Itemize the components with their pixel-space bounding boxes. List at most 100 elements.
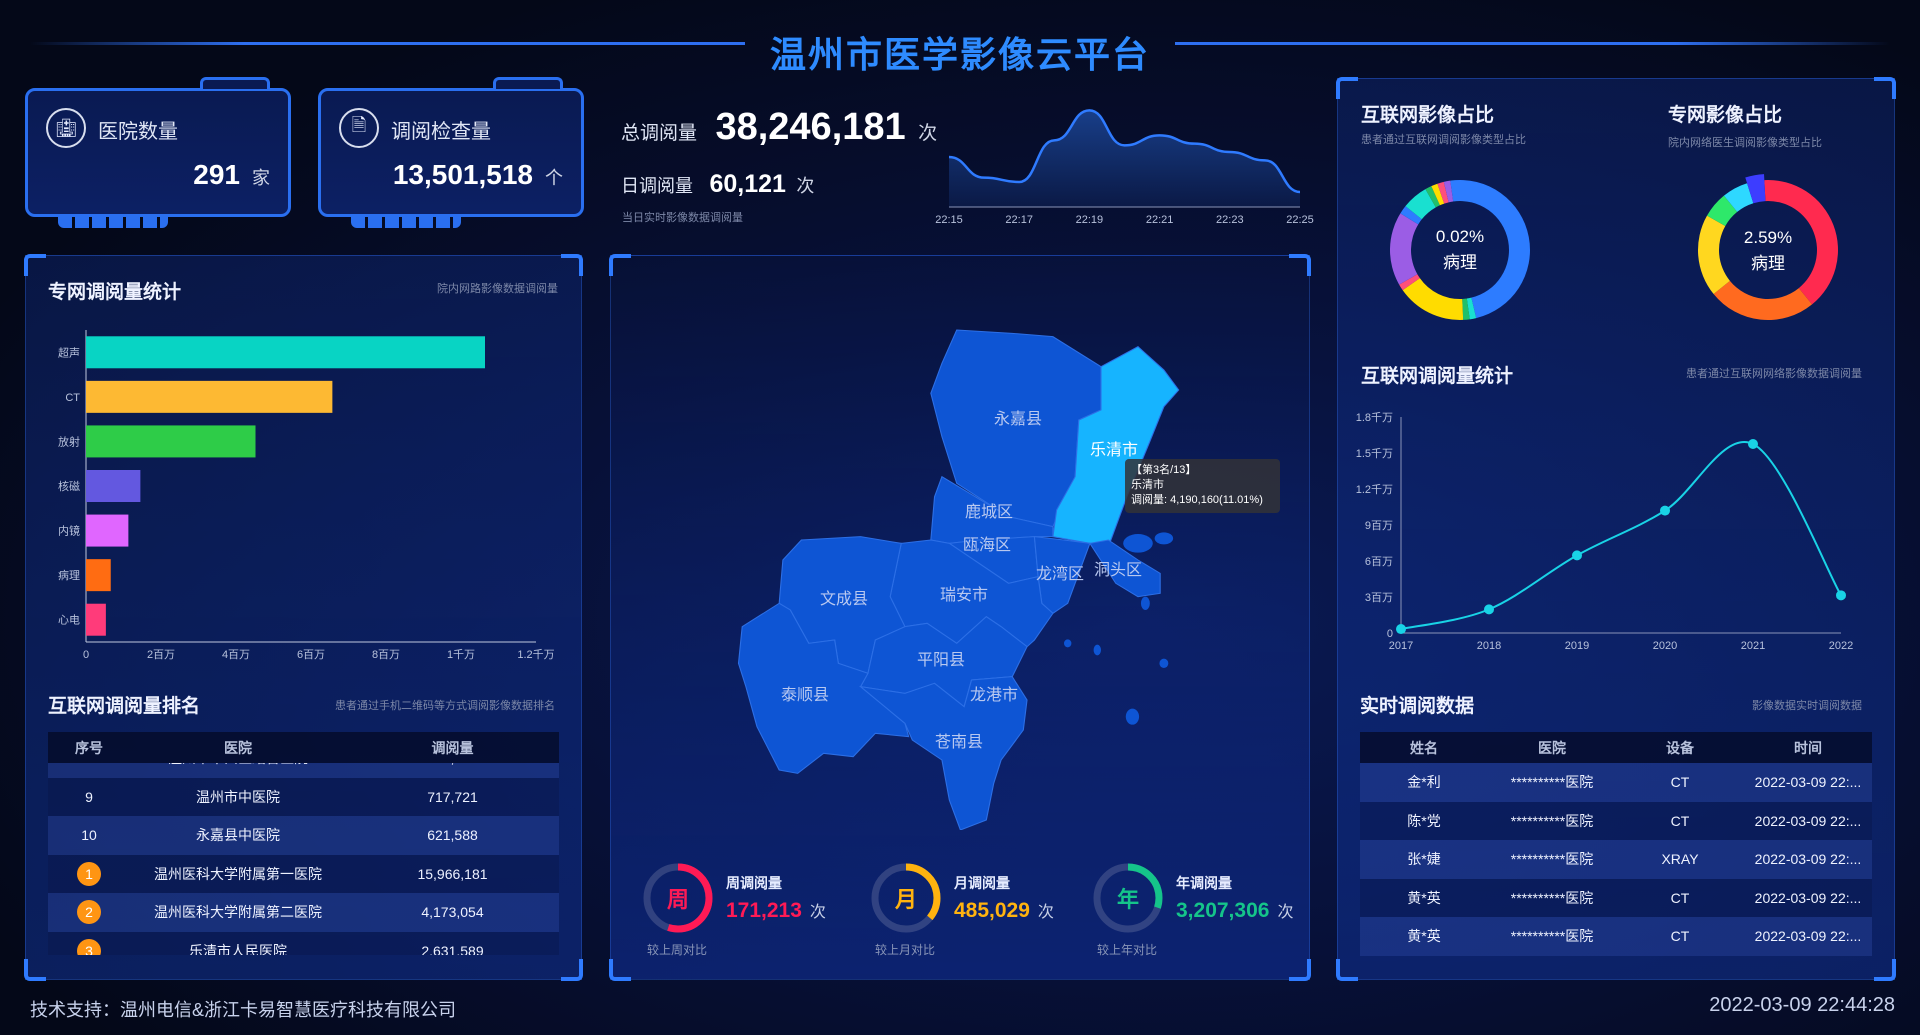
data-point[interactable] [1836, 590, 1846, 601]
period-progress-ring [1093, 863, 1163, 933]
donut-slice[interactable] [1400, 206, 1422, 225]
map-region[interactable] [1052, 346, 1180, 548]
wenzhou-map[interactable] [720, 310, 1300, 830]
bar [86, 559, 111, 592]
hospital-cell: 乐清市人民医院 [189, 942, 287, 955]
table-row[interactable]: 陈*党 **********医院 CT 2022-03-09 22:... [1360, 801, 1872, 840]
hospital-cell: **********医院 [1510, 812, 1594, 829]
donut-slice[interactable] [1405, 189, 1436, 220]
realtime-subtitle: 影像数据实时调阅数据 [1752, 700, 1862, 712]
rank-badge: 2 [77, 900, 101, 925]
column-header: 医院 [224, 739, 252, 756]
period-char: 月 [894, 887, 917, 912]
table-row[interactable]: 1 温州医科大学附属第一医院 15,966,181 [48, 854, 559, 893]
period-progress-ring [871, 863, 941, 933]
y-tick-label: 1.2千万 [1356, 483, 1393, 496]
realtime-list[interactable]: 金*利 **********医院 CT 2022-03-09 22:... 陈*党 ***… [1360, 763, 1872, 956]
map-region[interactable] [858, 676, 1028, 830]
map-region[interactable] [737, 602, 910, 774]
donut-slice[interactable] [1698, 215, 1730, 295]
value-cell: 15,966,181 [417, 865, 488, 882]
map-region[interactable] [1089, 539, 1161, 598]
page-title: 温州市医学影像云平台 [769, 34, 1150, 75]
period-title: 年调阅量 [1176, 875, 1232, 891]
x-tick-label: 22:21 [1146, 214, 1174, 226]
data-point[interactable] [1572, 550, 1582, 561]
sparkline-line [948, 109, 1301, 194]
card-label: 调阅检查量 [391, 121, 491, 143]
bar [86, 514, 129, 547]
donut-slice[interactable] [1390, 213, 1419, 285]
y-tick-label: 心电 [58, 614, 80, 627]
table-row[interactable]: 黄*英 **********医院 CT 2022-03-09 22:... [1360, 917, 1872, 956]
bar [86, 603, 106, 636]
value-cell: 2,631,589 [421, 942, 484, 955]
donut-slice[interactable] [1462, 298, 1470, 320]
donut-slice[interactable] [1425, 186, 1440, 208]
ranking-list[interactable]: 8 温州市中西医结合医院719,283 9 温州市中医院 717,721 10 永嘉县中医院… [48, 763, 559, 955]
internet-stats-title: 互联网调阅量统计 [1361, 366, 1514, 387]
donut-slice[interactable] [1764, 180, 1838, 305]
table-row[interactable]: 黄*英 **********医院 CT 2022-03-09 22:... [1360, 878, 1872, 917]
period-value: 485,029 次 [954, 899, 1054, 922]
value-cell: 717,721 [427, 788, 478, 805]
x-tick-label: 1千万 [447, 648, 475, 660]
rank-badge: 3 [77, 938, 101, 955]
data-point[interactable] [1396, 624, 1406, 635]
realtime-title: 实时调阅数据 [1360, 696, 1475, 717]
internet-share-subtitle: 患者通过互联网调阅影像类型占比 [1361, 134, 1526, 146]
device-cell: CT [1670, 889, 1690, 906]
data-point[interactable] [1748, 439, 1758, 449]
donut-slice[interactable] [1443, 180, 1454, 203]
donut-slice[interactable] [1450, 180, 1530, 319]
hospital-cell: 温州医科大学附属第二医院 [154, 904, 322, 921]
footer-datetime: 2022-03-09 22:44:28 [1709, 994, 1895, 1016]
table-row[interactable]: 张*婕 **********医院 XRAY 2022-03-09 22:... [1360, 840, 1872, 879]
card-label: 医院数量 [98, 121, 178, 143]
rank-cell: 3 [48, 938, 130, 955]
donut-slice[interactable] [1437, 181, 1449, 204]
y-tick-label: 9百万 [1365, 520, 1393, 532]
period-title: 月调阅量 [954, 875, 1010, 891]
hospital-cell: 温州市中医院 [196, 788, 280, 805]
donut-slice[interactable] [1431, 183, 1445, 206]
y-tick-label: 超声 [58, 345, 80, 359]
table-row[interactable]: 10 永嘉县中医院 621,588 [48, 816, 559, 855]
time-cell: 2022-03-09 22:... [1754, 812, 1862, 829]
realtime-table: 姓名 医院 设备 时间 金*利 **********医院 CT 2022-03-09 … [1360, 732, 1872, 956]
x-tick-label: 2百万 [147, 649, 175, 660]
period-compare: 较上年对比 [1097, 943, 1158, 957]
y-tick-label: 放射 [58, 434, 80, 448]
y-tick-label: CT [65, 392, 80, 404]
x-tick-label: 8百万 [372, 649, 400, 660]
table-row[interactable]: 3 乐清市人民医院 2,631,589 [48, 931, 559, 955]
period-title: 周调阅量 [726, 875, 782, 891]
x-tick-label: 6百万 [297, 649, 325, 660]
table-row[interactable]: 8 温州市中西医结合医院719,283 [48, 763, 559, 778]
table-row[interactable]: 2 温州医科大学附属第二医院 4,173,054 [48, 893, 559, 932]
column-header: 姓名 [1410, 739, 1438, 756]
data-point[interactable] [1484, 604, 1494, 615]
donut-center-text: 0.02% 病理 [1435, 227, 1485, 272]
hospital-cell: 温州医科大学附属第一医院 [154, 865, 322, 882]
data-point[interactable] [1660, 505, 1670, 516]
hospital-cell: **********医院 [1510, 774, 1594, 791]
donut-slice[interactable] [1466, 297, 1477, 320]
table-row[interactable]: 9 温州市中医院 717,721 [48, 777, 559, 816]
donut-slice[interactable] [1402, 278, 1464, 320]
donut-slice[interactable] [1713, 280, 1813, 320]
realtime-sparkline: 22:15 22:17 22:19 22:21 22:23 22:25 [935, 109, 1314, 226]
x-tick-label: 0 [83, 649, 89, 660]
map-island [1093, 644, 1101, 656]
column-header: 设备 [1666, 739, 1694, 756]
y-tick-label: 核磁 [58, 479, 80, 493]
x-tick-label: 1.2千万 [517, 648, 554, 660]
donut-slice[interactable] [1399, 274, 1420, 291]
donut-slice[interactable] [1745, 174, 1766, 204]
donut-slice[interactable] [1723, 183, 1754, 212]
internet-share-donut [1390, 180, 1530, 320]
donut-slice[interactable] [1707, 195, 1738, 226]
map-region-label: 洞头区 [1093, 562, 1143, 579]
table-row[interactable]: 金*利 **********医院 CT 2022-03-09 22:... [1360, 763, 1872, 802]
